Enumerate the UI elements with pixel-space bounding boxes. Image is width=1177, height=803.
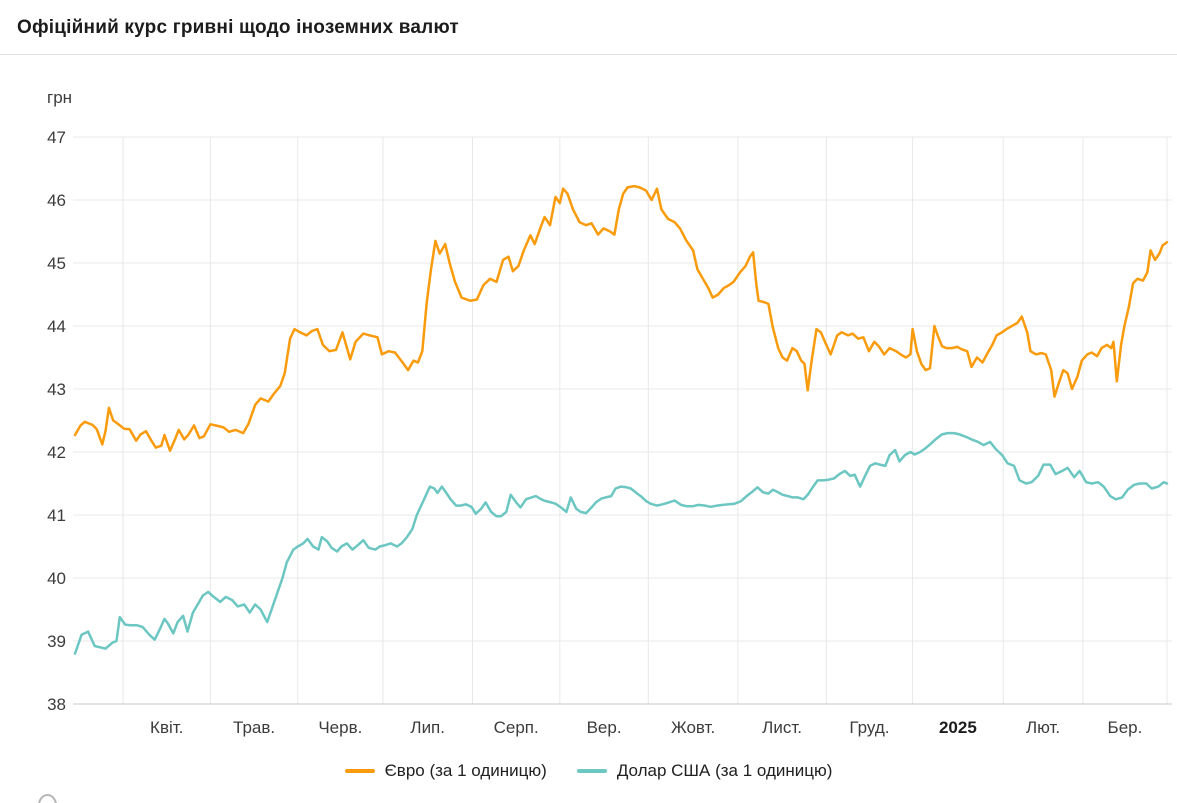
x-tick-label: Бер. <box>1108 718 1143 737</box>
x-tick-label: Вер. <box>587 718 622 737</box>
y-tick-label: 38 <box>47 695 66 714</box>
x-tick-label: Лип. <box>410 718 445 737</box>
y-axis-unit-label: грн <box>47 88 73 107</box>
legend-item-euro[interactable]: Євро (за 1 одиницю) <box>344 761 547 781</box>
x-tick-label: Жовт. <box>671 718 715 737</box>
y-tick-label: 46 <box>47 191 66 210</box>
y-tick-label: 39 <box>47 632 66 651</box>
chart-header: Офіційний курс гривні щодо іноземних вал… <box>0 0 1177 55</box>
y-tick-label: 44 <box>47 317 66 336</box>
x-tick-label: Груд. <box>849 718 889 737</box>
y-tick-label: 45 <box>47 254 66 273</box>
page-title: Офіційний курс гривні щодо іноземних вал… <box>17 17 459 38</box>
y-tick-label: 47 <box>47 128 66 147</box>
y-tick-label: 43 <box>47 380 66 399</box>
euro-line-swatch <box>344 769 375 773</box>
legend-item-usd[interactable]: Долар США (за 1 одиницю) <box>576 761 833 781</box>
x-tick-label: 2025 <box>939 718 977 737</box>
x-tick-label: Черв. <box>318 718 362 737</box>
y-tick-label: 40 <box>47 569 66 588</box>
usd-series-line <box>73 431 1169 655</box>
x-tick-label: Лют. <box>1026 718 1060 737</box>
chart-legend: Євро (за 1 одиницю) Долар США (за 1 один… <box>0 761 1177 781</box>
x-tick-label: Трав. <box>233 718 275 737</box>
usd-line-swatch <box>576 769 607 773</box>
x-tick-label: Квіт. <box>150 718 183 737</box>
x-tick-label: Лист. <box>762 718 802 737</box>
legend-label-euro: Євро (за 1 одиницю) <box>384 761 547 780</box>
x-tick-label: Серп. <box>494 718 539 737</box>
euro-series-line <box>73 184 1169 452</box>
y-tick-label: 42 <box>47 443 66 462</box>
legend-label-usd: Долар США (за 1 одиницю) <box>616 761 833 780</box>
y-tick-label: 41 <box>47 506 66 525</box>
